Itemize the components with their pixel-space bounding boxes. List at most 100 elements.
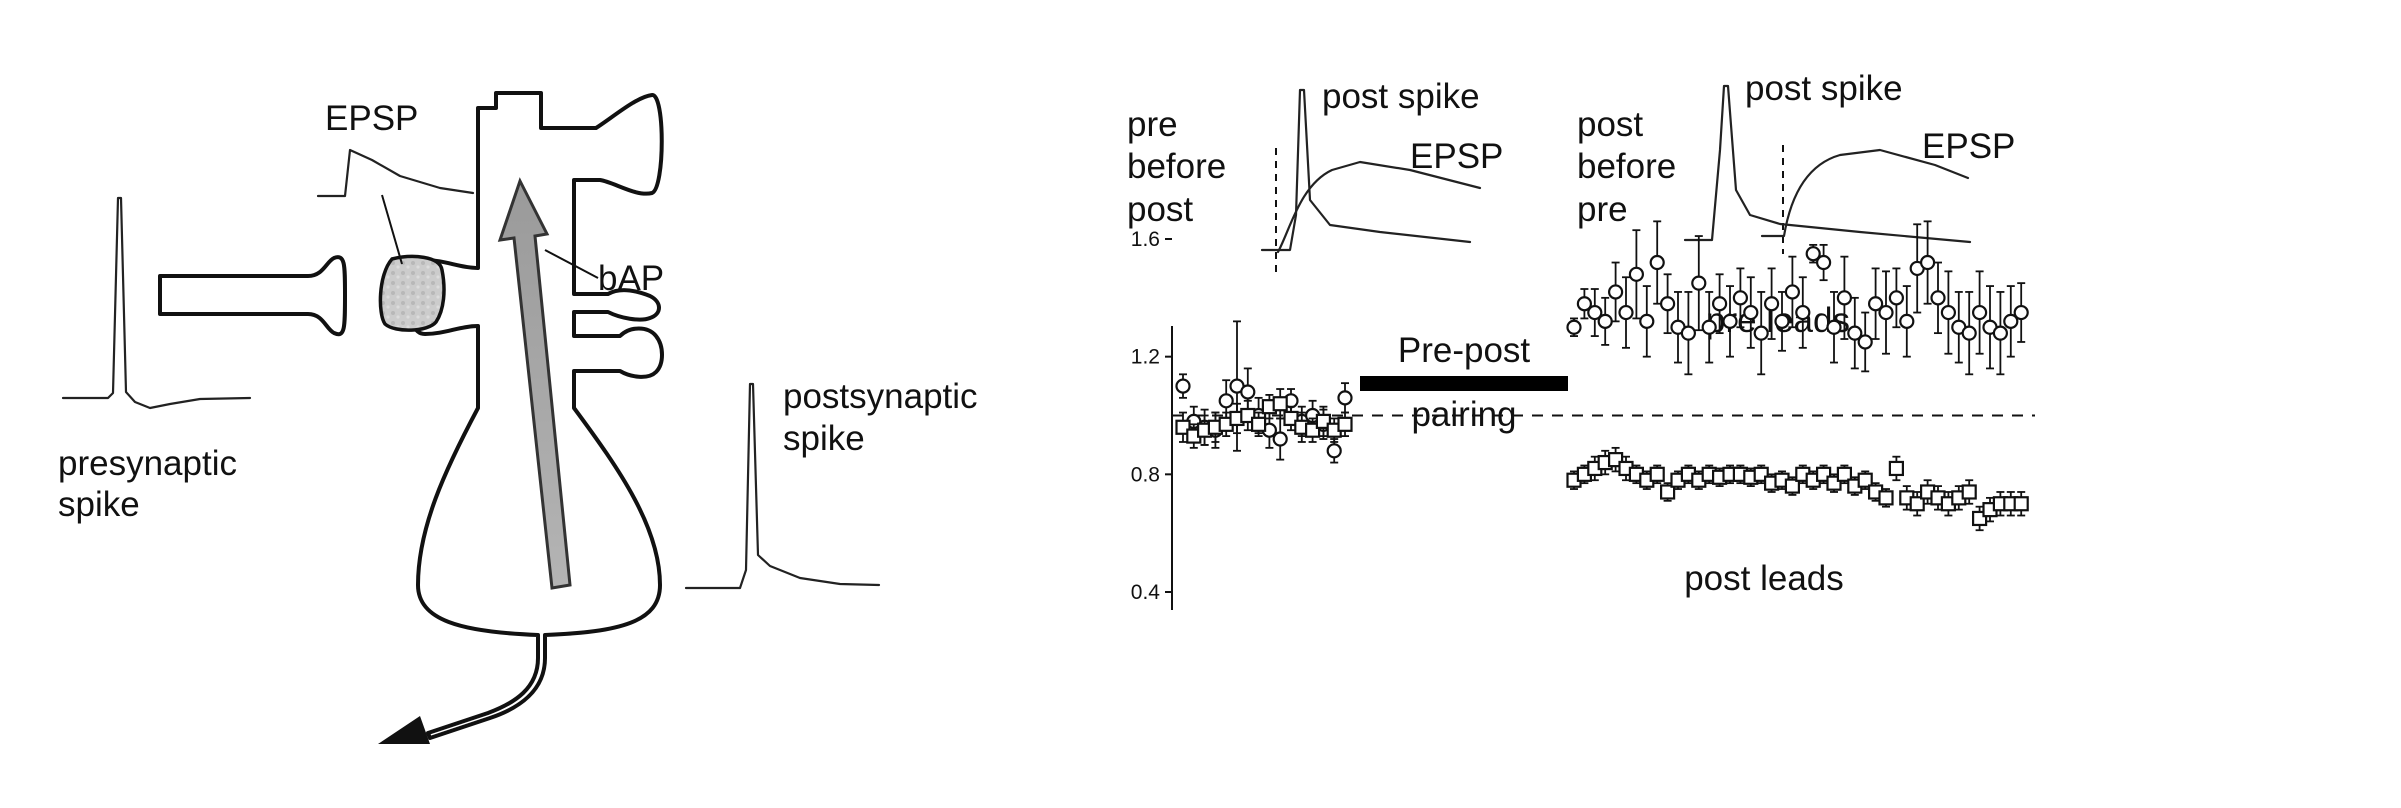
data-point-circle: [1566, 319, 1582, 335]
data-point-circle: [1587, 304, 1603, 321]
epsp-inset-trace: [1276, 160, 1482, 254]
y-tick-label: 1.6: [1131, 228, 1160, 251]
plasticity-plot: Pre-post pairing pre leads post leads 1.…: [1131, 220, 2035, 610]
data-point-square: [1337, 416, 1353, 432]
inset-label-line3: post: [1127, 190, 1193, 229]
data-point-circle: [1878, 304, 1894, 321]
data-point-square: [1857, 472, 1873, 488]
data-point-circle: [1753, 325, 1769, 341]
data-point-circle: [1711, 296, 1728, 312]
epsp-inset-label: EPSP: [1922, 127, 2015, 166]
presynaptic-spike-trace: [61, 196, 252, 410]
data-point-square: [1250, 416, 1267, 432]
post-leads-label: post leads: [1684, 559, 1844, 598]
data-point-circle: [1836, 290, 1853, 306]
inset-label-line2: before: [1577, 147, 1676, 186]
data-point-circle: [1607, 284, 1624, 300]
y-tick-label: 0.4: [1131, 581, 1161, 604]
data-point-circle: [1961, 325, 1977, 341]
data-point-circle: [1971, 304, 1988, 321]
data-point-circle: [1701, 319, 1717, 335]
data-point-circle: [1218, 393, 1234, 409]
inset-label-line2: before: [1127, 147, 1226, 186]
epsp-label: EPSP: [325, 99, 418, 138]
data-point-circle: [1175, 378, 1191, 394]
data-point-square: [2013, 496, 2029, 512]
y-axis-ticks: 1.6 1.2 0.8 0.4: [1131, 228, 1172, 604]
data-point-circle: [1659, 296, 1676, 312]
data-point-circle: [1805, 246, 1821, 262]
postsynaptic-label-line1: postsynaptic: [783, 377, 978, 416]
data-point-square: [1888, 460, 1905, 477]
pairing-label-line1: Pre-post: [1398, 331, 1531, 370]
data-point-square: [1659, 484, 1676, 500]
data-point-circle: [1826, 319, 1842, 335]
bap-label: bAP: [598, 259, 664, 298]
epsp-inset-label: EPSP: [1410, 137, 1503, 176]
synaptic-bouton: [378, 254, 446, 332]
post-spike-trace: [1260, 88, 1472, 252]
data-point-circle: [1732, 290, 1749, 306]
data-point-circle: [2013, 304, 2029, 321]
post-spike-label: post spike: [1322, 77, 1480, 116]
data-point-circle: [1691, 275, 1707, 291]
data-point-square: [1784, 478, 1801, 494]
bap-arrow: [497, 177, 572, 590]
data-point-circle: [1867, 296, 1884, 312]
data-point-circle: [1576, 296, 1593, 312]
neuron-schematic: EPSP bAP presynaptic spike postsynaptic …: [58, 91, 978, 744]
y-tick-label: 1.2: [1131, 346, 1160, 369]
presynaptic-axon: [158, 255, 347, 337]
epsp-inset-trace: [1760, 148, 1970, 238]
data-point-circle: [1992, 325, 2009, 341]
data-point-circle: [1618, 304, 1634, 321]
bap-pointer-line: [544, 249, 599, 279]
pairing-bar: [1360, 376, 1568, 391]
postsynaptic-spike-trace: [684, 382, 881, 590]
data-point-circle: [1795, 304, 1811, 321]
presynaptic-label-line2: spike: [58, 485, 140, 524]
data-point-circle: [1639, 313, 1655, 329]
data-point-circle: [1774, 313, 1790, 329]
inset-label-line1: post: [1577, 105, 1643, 144]
post-spike-label: post spike: [1745, 69, 1903, 108]
inset-label-line3: pre: [1577, 190, 1628, 229]
data-point-circle: [1597, 313, 1613, 329]
data-point-circle: [1722, 313, 1738, 329]
data-point-circle: [1899, 313, 1915, 329]
data-point-square: [1836, 466, 1853, 482]
pre-leads-series: [1175, 220, 2029, 464]
data-point-circle: [1919, 254, 1936, 271]
data-point-circle: [1847, 325, 1863, 341]
data-point-square: [1649, 466, 1665, 482]
pairing-label-line2: pairing: [1411, 395, 1516, 434]
data-point-circle: [1680, 325, 1697, 341]
data-point-circle: [1940, 304, 1957, 321]
inset-label-line1: pre: [1127, 105, 1178, 144]
y-tick-label: 0.8: [1131, 463, 1160, 486]
epsp-pointer-line: [381, 194, 403, 265]
data-point-circle: [1272, 431, 1288, 447]
data-point-circle: [1888, 290, 1905, 306]
epsp-trace: [316, 148, 475, 198]
inset-post-before-pre: post before pre post spike EPSP: [1577, 69, 2015, 254]
data-point-circle: [1649, 254, 1665, 271]
data-point-circle: [1930, 290, 1946, 306]
data-point-circle: [1743, 304, 1759, 321]
data-point-square: [1878, 490, 1894, 506]
data-point-square: [1961, 484, 1977, 500]
post-spike-trace: [1683, 84, 1972, 244]
presynaptic-label-line1: presynaptic: [58, 444, 237, 483]
data-point-circle: [1326, 443, 1342, 459]
data-point-circle: [1763, 296, 1780, 312]
data-point-circle: [1857, 334, 1873, 350]
data-point-circle: [1784, 284, 1801, 300]
data-point-circle: [1337, 390, 1353, 406]
axon-arrowhead: [378, 716, 430, 744]
data-point-square: [1272, 396, 1288, 412]
data-point-circle: [1240, 384, 1256, 400]
inset-pre-before-post: pre before post post spike EPSP: [1127, 77, 1503, 278]
data-point-circle: [1815, 254, 1832, 271]
data-point-circle: [1628, 266, 1645, 282]
